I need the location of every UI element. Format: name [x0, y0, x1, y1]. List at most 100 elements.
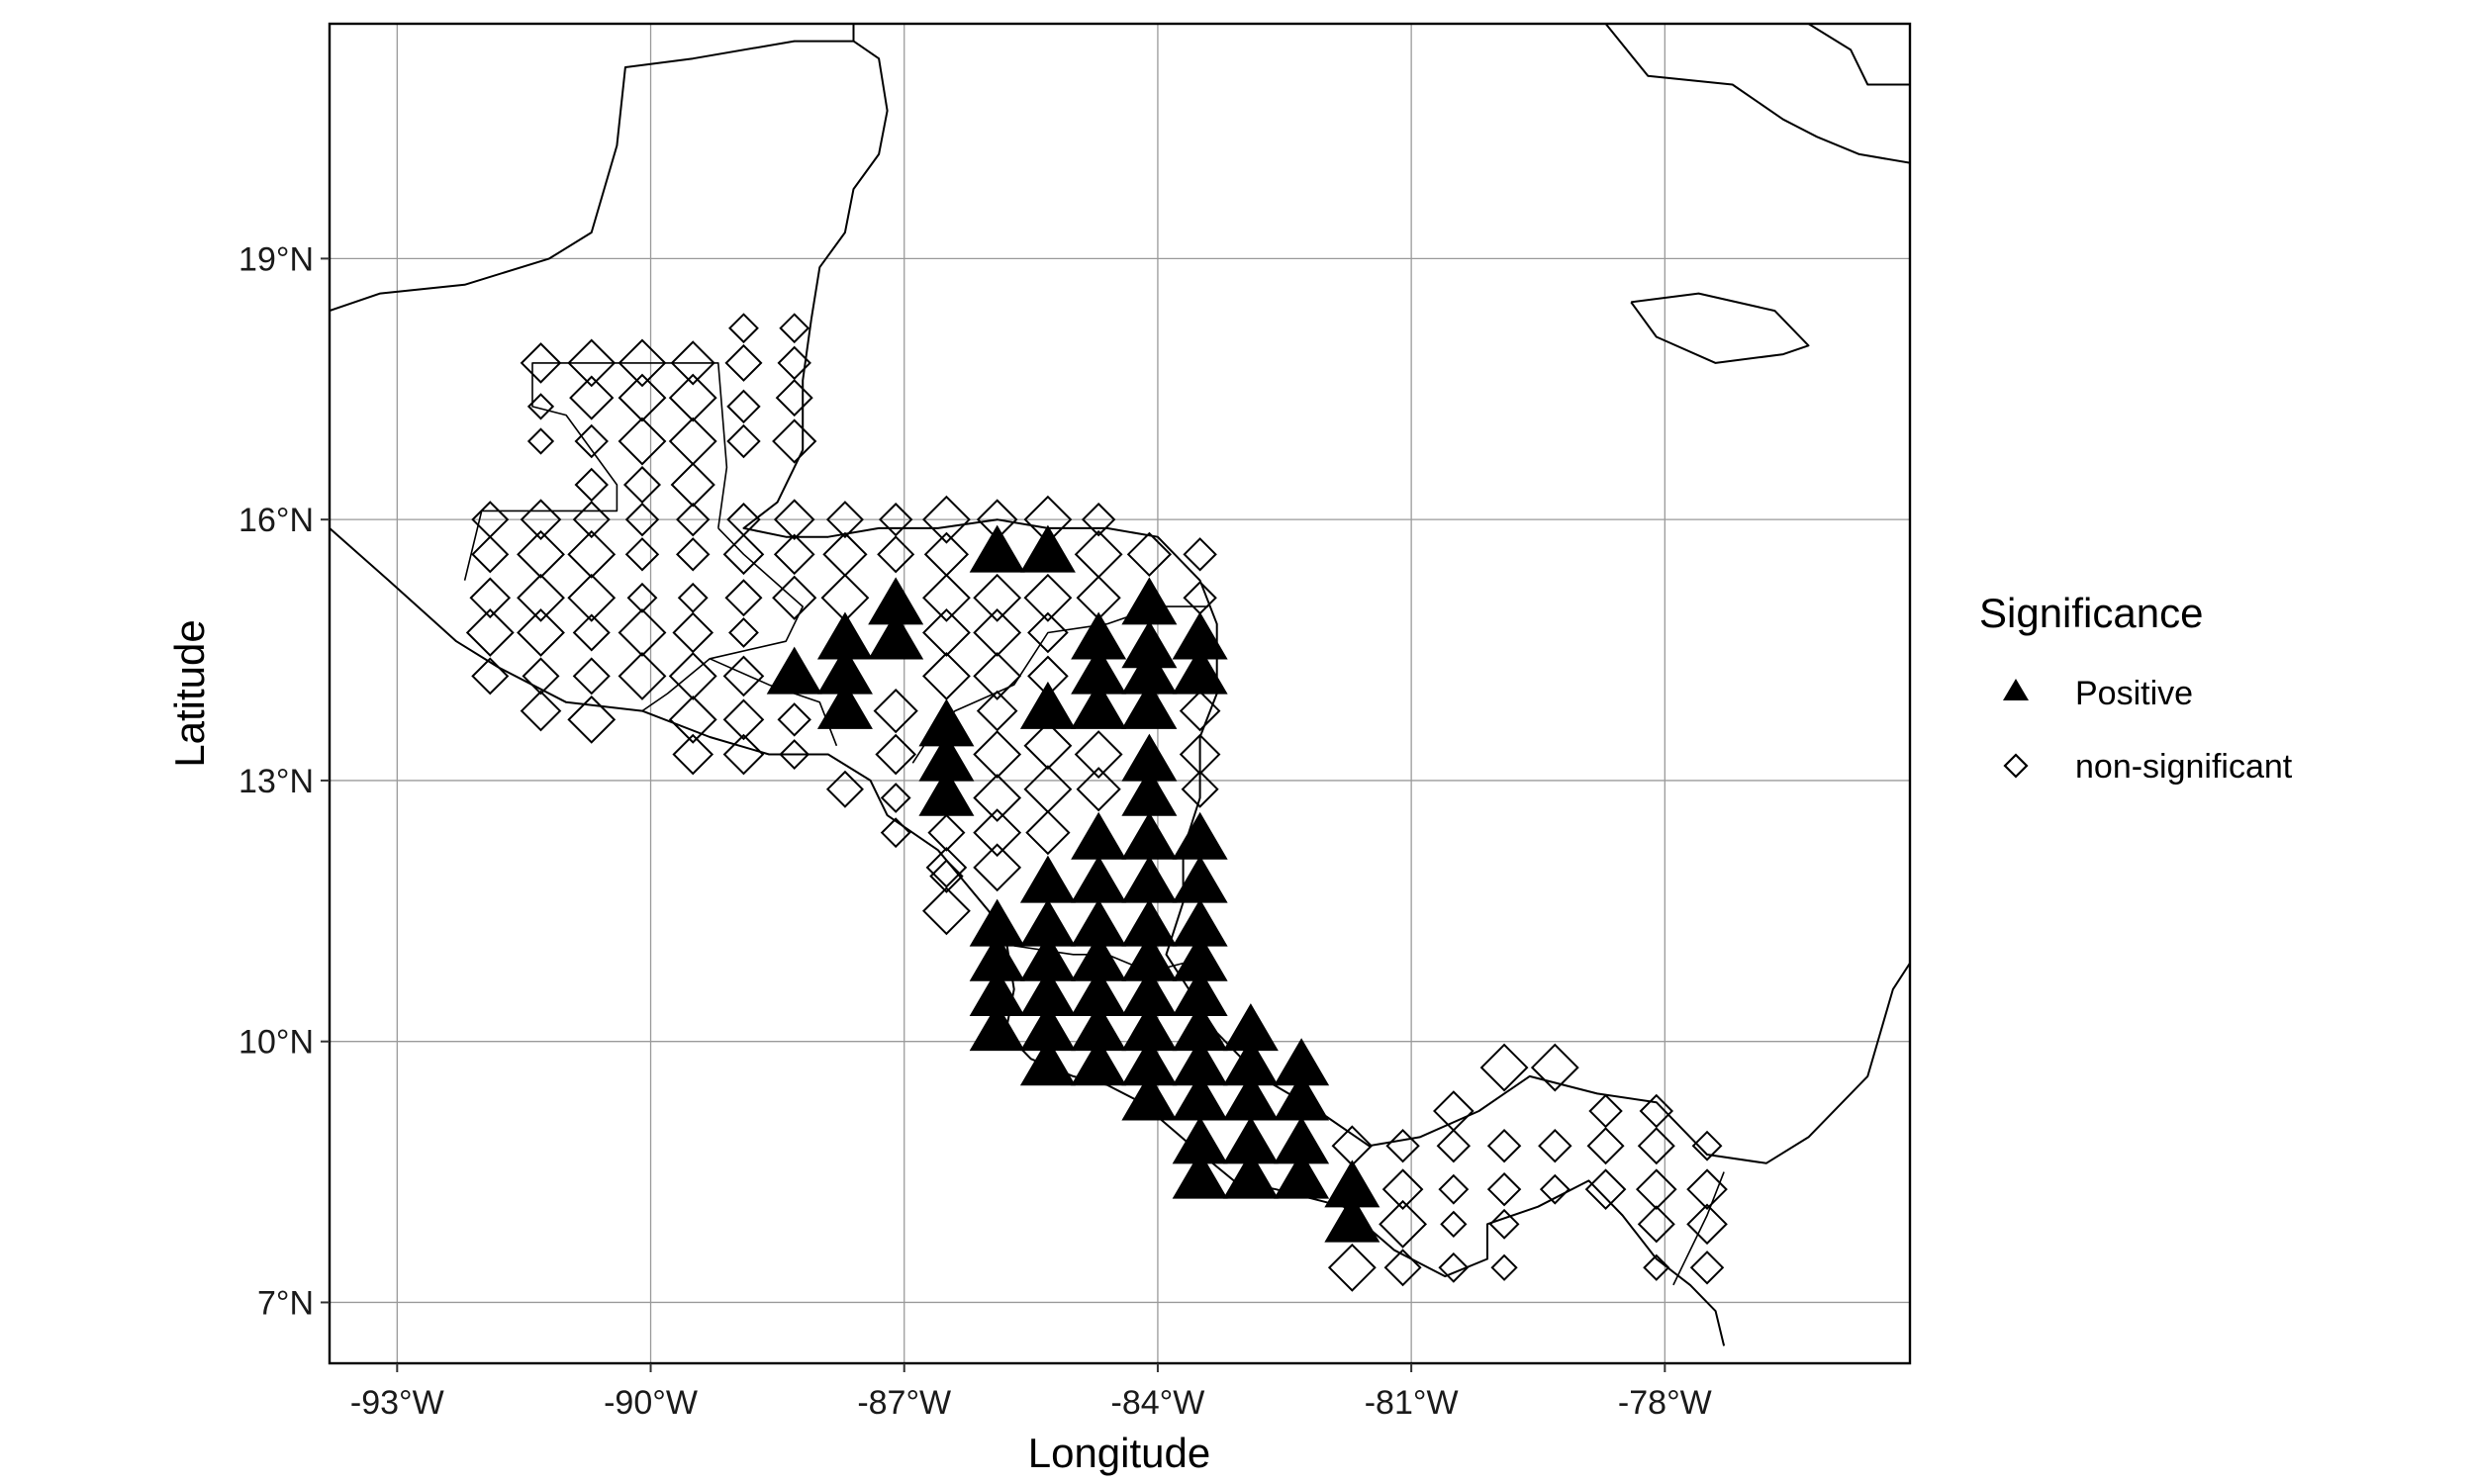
positive-point — [868, 577, 924, 625]
non-significant-point — [618, 652, 667, 700]
non-significant-point — [517, 529, 565, 579]
positive-point — [1121, 1038, 1178, 1086]
non-significant-point — [875, 733, 917, 776]
positive-point — [868, 611, 924, 660]
non-significant-point — [668, 417, 717, 466]
non-significant-point — [877, 535, 915, 574]
coastline — [1630, 292, 1810, 364]
positive-point — [1121, 855, 1178, 903]
axes: -93°W -90°W -87°W -84°W -81°W -78°W 7°N 10°N 13°… — [238, 240, 1712, 1422]
non-significant-point — [471, 657, 510, 696]
non-significant-point — [668, 373, 717, 422]
non-significant-point — [1023, 721, 1073, 771]
non-significant-point — [1438, 1173, 1470, 1205]
non-significant-point — [724, 579, 763, 617]
non-significant-point — [976, 690, 1018, 732]
non-significant-point — [726, 423, 761, 459]
non-significant-point — [1076, 767, 1121, 812]
positive-point — [1274, 1072, 1330, 1121]
positive-point — [969, 933, 1025, 981]
non-significant-point — [1440, 1210, 1468, 1238]
non-significant-point — [1686, 1168, 1728, 1210]
non-significant-point — [772, 418, 817, 464]
non-significant-point — [777, 345, 811, 381]
positive-point — [1324, 1159, 1380, 1208]
non-significant-point — [1379, 1199, 1428, 1249]
non-significant-point — [1635, 1168, 1677, 1210]
y-tick-label: 10°N — [238, 1024, 314, 1062]
legend-title: Significance — [1979, 590, 2203, 636]
non-significant-point — [1179, 690, 1221, 732]
y-tick-label: 19°N — [238, 240, 314, 278]
positive-point — [1071, 1003, 1127, 1052]
positive-point — [1172, 968, 1228, 1016]
legend-positive-triangle-icon — [2003, 679, 2029, 700]
positive-point — [1172, 1151, 1228, 1199]
positive-point — [1172, 933, 1228, 981]
non-significant-point — [728, 313, 759, 344]
non-significant-point — [1433, 1090, 1475, 1132]
non-significant-point — [822, 531, 868, 577]
positive-point — [1071, 611, 1127, 660]
non-significant-point — [1023, 765, 1073, 814]
non-significant-point — [626, 582, 658, 613]
positive-point — [1121, 646, 1178, 695]
positive-point — [1071, 811, 1127, 860]
positive-point — [1019, 681, 1076, 729]
positive-point — [1172, 1072, 1228, 1121]
positive-point — [1222, 1003, 1279, 1052]
non-significant-point — [520, 342, 562, 384]
country-border — [463, 362, 728, 581]
non-significant-point — [724, 343, 763, 382]
y-tick-label: 13°N — [238, 763, 314, 800]
non-significant-point — [1074, 529, 1123, 579]
non-significant-point — [1639, 1093, 1674, 1129]
non-significant-point — [927, 813, 966, 852]
non-significant-point — [1385, 1128, 1420, 1163]
non-significant-point — [1081, 502, 1116, 537]
non-significant-point — [880, 783, 911, 813]
non-significant-point — [773, 533, 815, 576]
non-significant-point — [973, 608, 1022, 657]
non-significant-point — [873, 688, 918, 734]
non-significant-point — [1686, 1203, 1728, 1246]
non-significant-point — [722, 655, 765, 697]
positive-point — [1121, 898, 1178, 947]
positive-point — [1172, 898, 1228, 947]
positive-point — [1121, 968, 1178, 1016]
gridlines — [330, 24, 1910, 1363]
x-tick-label: -78°W — [1618, 1384, 1712, 1422]
non-significant-point — [670, 462, 715, 508]
positive-point — [918, 733, 975, 782]
non-significant-point — [1383, 1249, 1422, 1287]
non-significant-point — [923, 531, 970, 577]
positive-point — [1172, 611, 1228, 660]
non-significant-point — [471, 535, 510, 574]
non-significant-point — [1181, 770, 1219, 808]
legend-label-positive: Positive — [2075, 675, 2193, 712]
non-significant-point — [520, 690, 562, 732]
positive-point — [1324, 1194, 1380, 1243]
positive-point — [1121, 1072, 1178, 1121]
non-significant-point — [1486, 1171, 1522, 1207]
positive-point — [816, 611, 873, 660]
non-significant-point — [618, 373, 667, 422]
non-significant-point — [1126, 531, 1173, 577]
coastline — [330, 527, 1726, 1346]
non-significant-point — [567, 338, 617, 388]
non-significant-point — [722, 698, 765, 741]
non-significant-point — [1539, 1173, 1570, 1205]
legend: Significance Positive non-significant — [1979, 590, 2293, 786]
non-significant-point — [922, 886, 971, 936]
non-significant-point — [722, 533, 765, 576]
non-significant-point — [1691, 1130, 1723, 1161]
non-significant-point — [1588, 1093, 1623, 1129]
non-significant-point — [522, 657, 560, 696]
positive-point — [969, 1003, 1025, 1052]
non-significant-point — [722, 733, 765, 776]
positive-point — [1121, 733, 1178, 782]
y-axis-title: Latitude — [166, 619, 213, 767]
y-tick-label: 16°N — [238, 502, 314, 539]
positive-point — [1019, 524, 1076, 573]
non-significant-point — [922, 608, 971, 657]
